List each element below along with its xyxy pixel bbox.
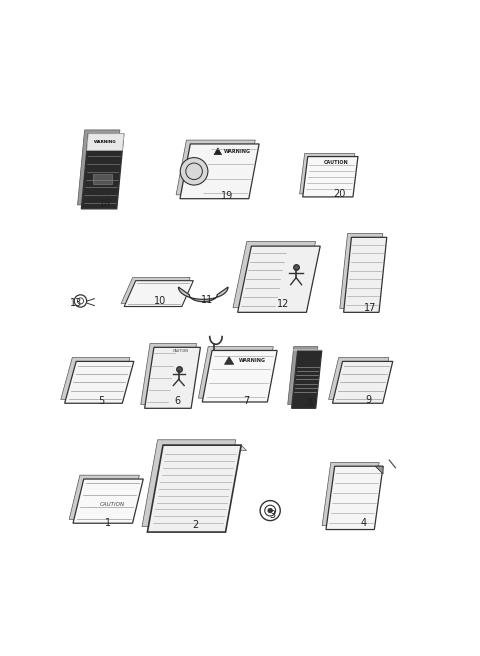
- Text: 19: 19: [221, 191, 234, 201]
- Polygon shape: [326, 466, 383, 529]
- Text: WARNING: WARNING: [94, 140, 117, 144]
- Polygon shape: [144, 347, 201, 408]
- Polygon shape: [124, 281, 193, 306]
- Text: 5: 5: [98, 396, 104, 407]
- Polygon shape: [82, 134, 124, 209]
- Polygon shape: [180, 144, 259, 199]
- Polygon shape: [141, 344, 196, 405]
- Polygon shape: [333, 361, 393, 403]
- Text: 2: 2: [192, 520, 199, 530]
- Text: 18: 18: [98, 199, 111, 209]
- Text: 8: 8: [306, 398, 312, 408]
- Text: CAUTION: CAUTION: [99, 502, 125, 508]
- Bar: [93, 174, 112, 184]
- Polygon shape: [61, 358, 130, 400]
- Polygon shape: [121, 277, 190, 304]
- Text: 12: 12: [277, 299, 289, 309]
- Polygon shape: [87, 134, 124, 150]
- Text: 20: 20: [333, 190, 345, 199]
- Text: WARNING: WARNING: [224, 149, 251, 154]
- Polygon shape: [238, 246, 320, 312]
- Polygon shape: [233, 241, 315, 308]
- Text: CAUTION: CAUTION: [324, 160, 348, 165]
- Polygon shape: [142, 440, 236, 527]
- Polygon shape: [69, 475, 139, 520]
- Text: 17: 17: [364, 303, 377, 313]
- Polygon shape: [375, 466, 383, 474]
- Polygon shape: [303, 157, 358, 197]
- Text: 10: 10: [154, 297, 167, 306]
- Polygon shape: [300, 154, 355, 194]
- Polygon shape: [65, 361, 134, 403]
- Text: WARNING: WARNING: [239, 358, 266, 363]
- Polygon shape: [291, 350, 322, 408]
- Text: 3: 3: [269, 510, 275, 520]
- Polygon shape: [176, 140, 255, 195]
- Text: 11: 11: [201, 295, 213, 306]
- Circle shape: [180, 157, 208, 185]
- Polygon shape: [77, 130, 120, 205]
- Polygon shape: [225, 357, 234, 364]
- Polygon shape: [340, 234, 383, 308]
- Polygon shape: [179, 287, 228, 302]
- Polygon shape: [163, 445, 247, 451]
- Text: CAUTION: CAUTION: [172, 349, 188, 353]
- Text: 7: 7: [243, 396, 249, 407]
- Polygon shape: [329, 358, 389, 400]
- Text: 4: 4: [360, 518, 366, 527]
- Circle shape: [268, 508, 273, 513]
- Polygon shape: [288, 346, 318, 405]
- Text: 13: 13: [70, 298, 82, 308]
- Text: 9: 9: [366, 396, 372, 405]
- Polygon shape: [344, 237, 387, 312]
- Polygon shape: [73, 479, 143, 523]
- Text: 1: 1: [105, 518, 111, 527]
- Polygon shape: [322, 462, 379, 525]
- Text: 6: 6: [174, 396, 180, 407]
- Polygon shape: [214, 148, 222, 155]
- Polygon shape: [147, 445, 241, 532]
- Polygon shape: [198, 346, 273, 398]
- Polygon shape: [202, 350, 277, 402]
